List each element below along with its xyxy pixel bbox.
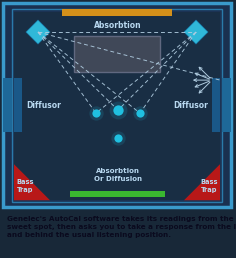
Bar: [62, 9, 172, 16]
Bar: [14, 78, 22, 132]
Polygon shape: [184, 20, 208, 44]
Text: Absorbtion
Or Diffusion: Absorbtion Or Diffusion: [94, 168, 142, 182]
Bar: [14, 12, 220, 200]
Bar: [70, 191, 165, 197]
Text: Bass
Trap: Bass Trap: [200, 180, 218, 193]
Point: [116, 136, 120, 140]
Text: Genelec's AutoCal software takes its readings from the optimum
sweet spot, then : Genelec's AutoCal software takes its rea…: [7, 216, 236, 238]
Point: [94, 111, 98, 115]
Polygon shape: [26, 20, 50, 44]
Text: Bass
Trap: Bass Trap: [16, 180, 34, 193]
Text: Diffusor: Diffusor: [173, 101, 208, 110]
Polygon shape: [14, 164, 50, 200]
Point: [94, 111, 98, 115]
Polygon shape: [184, 164, 220, 200]
Bar: [12, 9, 222, 202]
Bar: [3, 78, 12, 132]
Bar: [74, 36, 160, 72]
Point: [138, 111, 142, 115]
Point: [116, 136, 120, 140]
Point: [116, 108, 120, 112]
Point: [116, 108, 120, 112]
Point: [138, 111, 142, 115]
Text: Absorbtion: Absorbtion: [94, 21, 142, 30]
Bar: [222, 78, 231, 132]
Text: Diffusor: Diffusor: [26, 101, 61, 110]
Bar: [212, 78, 220, 132]
